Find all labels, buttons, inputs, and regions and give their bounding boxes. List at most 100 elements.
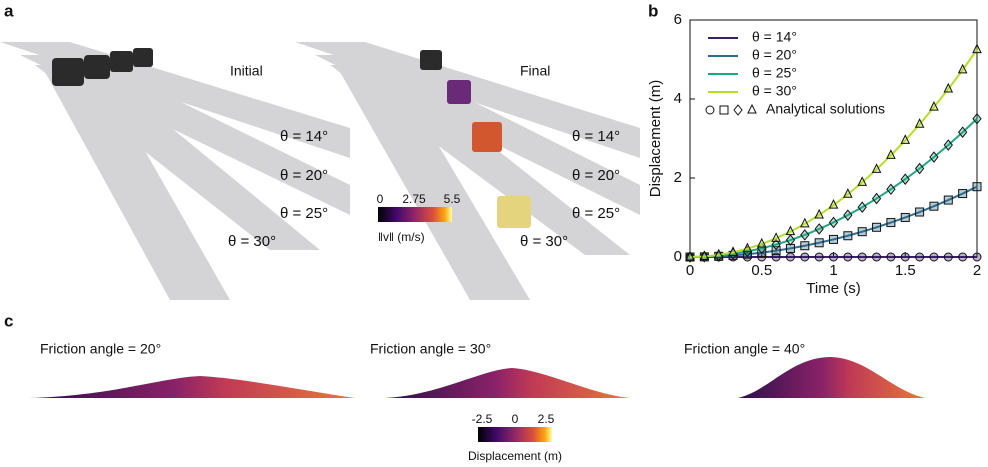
- colorbar-tick: -2.5: [472, 412, 493, 426]
- block: [133, 48, 153, 67]
- block: [472, 122, 502, 152]
- panel-b: b 0 0.5 1 1.5 2 0 2 4 6 Time (s) Displacement (m) θ …: [647, 1, 982, 297]
- colorbar-label: ‖v‖ (m/s): [378, 230, 425, 244]
- block: [420, 50, 442, 70]
- analytical-marker: [886, 183, 896, 196]
- analytical-marker: [972, 112, 982, 125]
- analytical-marker: [958, 252, 968, 262]
- analytical-marker: [800, 241, 810, 251]
- series-line: [689, 118, 978, 258]
- sandpile: [385, 368, 630, 398]
- pile-title: Friction angle = 40°: [684, 341, 805, 357]
- analytical-marker: [800, 229, 810, 241]
- analytical-marker: [872, 252, 882, 262]
- analytical-marker: [900, 134, 911, 144]
- analytical-marker: [943, 139, 953, 151]
- legend-label: θ = 14°: [752, 29, 797, 45]
- analytical-marker: [857, 252, 867, 262]
- analytical-marker: [886, 218, 896, 228]
- slope: [45, 72, 230, 300]
- colorbar-tick: 2.75: [402, 192, 426, 206]
- pile-title: Friction angle = 30°: [370, 341, 491, 357]
- series-line: [689, 49, 978, 258]
- block: [110, 51, 133, 72]
- analytical-marker: [829, 234, 838, 244]
- slope: [340, 72, 530, 300]
- block: [447, 80, 471, 104]
- analytical-marker: [929, 201, 939, 211]
- analytical-marker: [929, 151, 939, 163]
- analytical-marker: [972, 252, 982, 262]
- angle-label: θ = 20°: [572, 167, 620, 184]
- analytical-marker: [771, 232, 781, 242]
- colorbar-tick: 2.5: [538, 412, 555, 426]
- colorbar-label: Displacement (m): [468, 449, 562, 463]
- angle-label: θ = 20°: [280, 167, 328, 184]
- analytical-marker: [785, 252, 795, 262]
- analytical-marker: [914, 118, 925, 128]
- analytical-marker: [828, 216, 839, 229]
- analytical-marker: [799, 217, 810, 228]
- block: [497, 196, 531, 228]
- scene-label: Final: [520, 63, 550, 79]
- analytical-marker: [943, 82, 954, 93]
- analytical-marker: [728, 246, 738, 256]
- analytical-marker: [756, 237, 767, 248]
- analytical-marker: [872, 222, 882, 232]
- colorbar: [378, 207, 452, 222]
- pile-title: Friction angle = 20°: [40, 341, 161, 357]
- analytical-marker: [814, 223, 824, 235]
- analytical-marker: [829, 252, 838, 262]
- analytical-marker: [900, 252, 910, 262]
- analytical-marker: [843, 188, 853, 198]
- block: [84, 55, 110, 79]
- legend-label: θ = 25°: [752, 65, 797, 81]
- angle-label: θ = 25°: [572, 205, 620, 222]
- colorbar-tick: 0: [377, 192, 384, 206]
- panel-a: a Initial θ = 14° θ = 20° θ = 25° θ = 30…: [0, 1, 640, 300]
- analytical-marker: [771, 246, 781, 256]
- legend-marker: [747, 103, 757, 114]
- analytical-marker: [699, 250, 710, 260]
- series-line: [689, 185, 978, 258]
- sandpile: [28, 376, 355, 398]
- analytical-marker: [915, 207, 925, 217]
- analytical-marker: [900, 212, 910, 222]
- legend-marker: [733, 104, 743, 116]
- colorbar-tick: 0: [512, 412, 519, 426]
- analytical-marker: [742, 249, 752, 259]
- analytical-marker: [785, 234, 796, 246]
- analytical-marker: [943, 252, 953, 262]
- legend-marker: [719, 105, 729, 115]
- y-tick-label: 0: [674, 248, 682, 265]
- analytical-marker: [972, 43, 982, 54]
- analytical-marker: [685, 250, 695, 261]
- legend-label: θ = 30°: [752, 83, 797, 99]
- block: [52, 58, 84, 86]
- analytical-marker: [814, 252, 824, 262]
- analytical-marker: [785, 225, 796, 236]
- analytical-marker: [843, 231, 853, 241]
- analytical-marker: [915, 252, 925, 262]
- analytical-marker: [929, 252, 939, 262]
- analytical-marker: [972, 182, 982, 192]
- scene-label: Initial: [230, 63, 263, 79]
- angle-label: θ = 25°: [280, 205, 328, 222]
- panel-label: c: [4, 311, 13, 330]
- analytical-marker: [871, 163, 882, 173]
- analytical-marker: [871, 192, 882, 205]
- analytical-marker: [929, 101, 939, 111]
- analytical-marker: [843, 209, 853, 221]
- angle-label: θ = 30°: [228, 233, 276, 250]
- analytical-marker: [771, 238, 781, 251]
- analytical-marker: [828, 199, 839, 209]
- analytical-marker: [958, 189, 968, 199]
- analytical-marker: [958, 126, 968, 139]
- analytical-marker: [957, 63, 968, 74]
- y-tick-label: 6: [674, 11, 682, 28]
- sandpile: [738, 357, 925, 398]
- x-tick-label: 1.5: [895, 262, 916, 279]
- x-tick-label: 0: [686, 262, 694, 279]
- analytical-marker: [857, 227, 867, 237]
